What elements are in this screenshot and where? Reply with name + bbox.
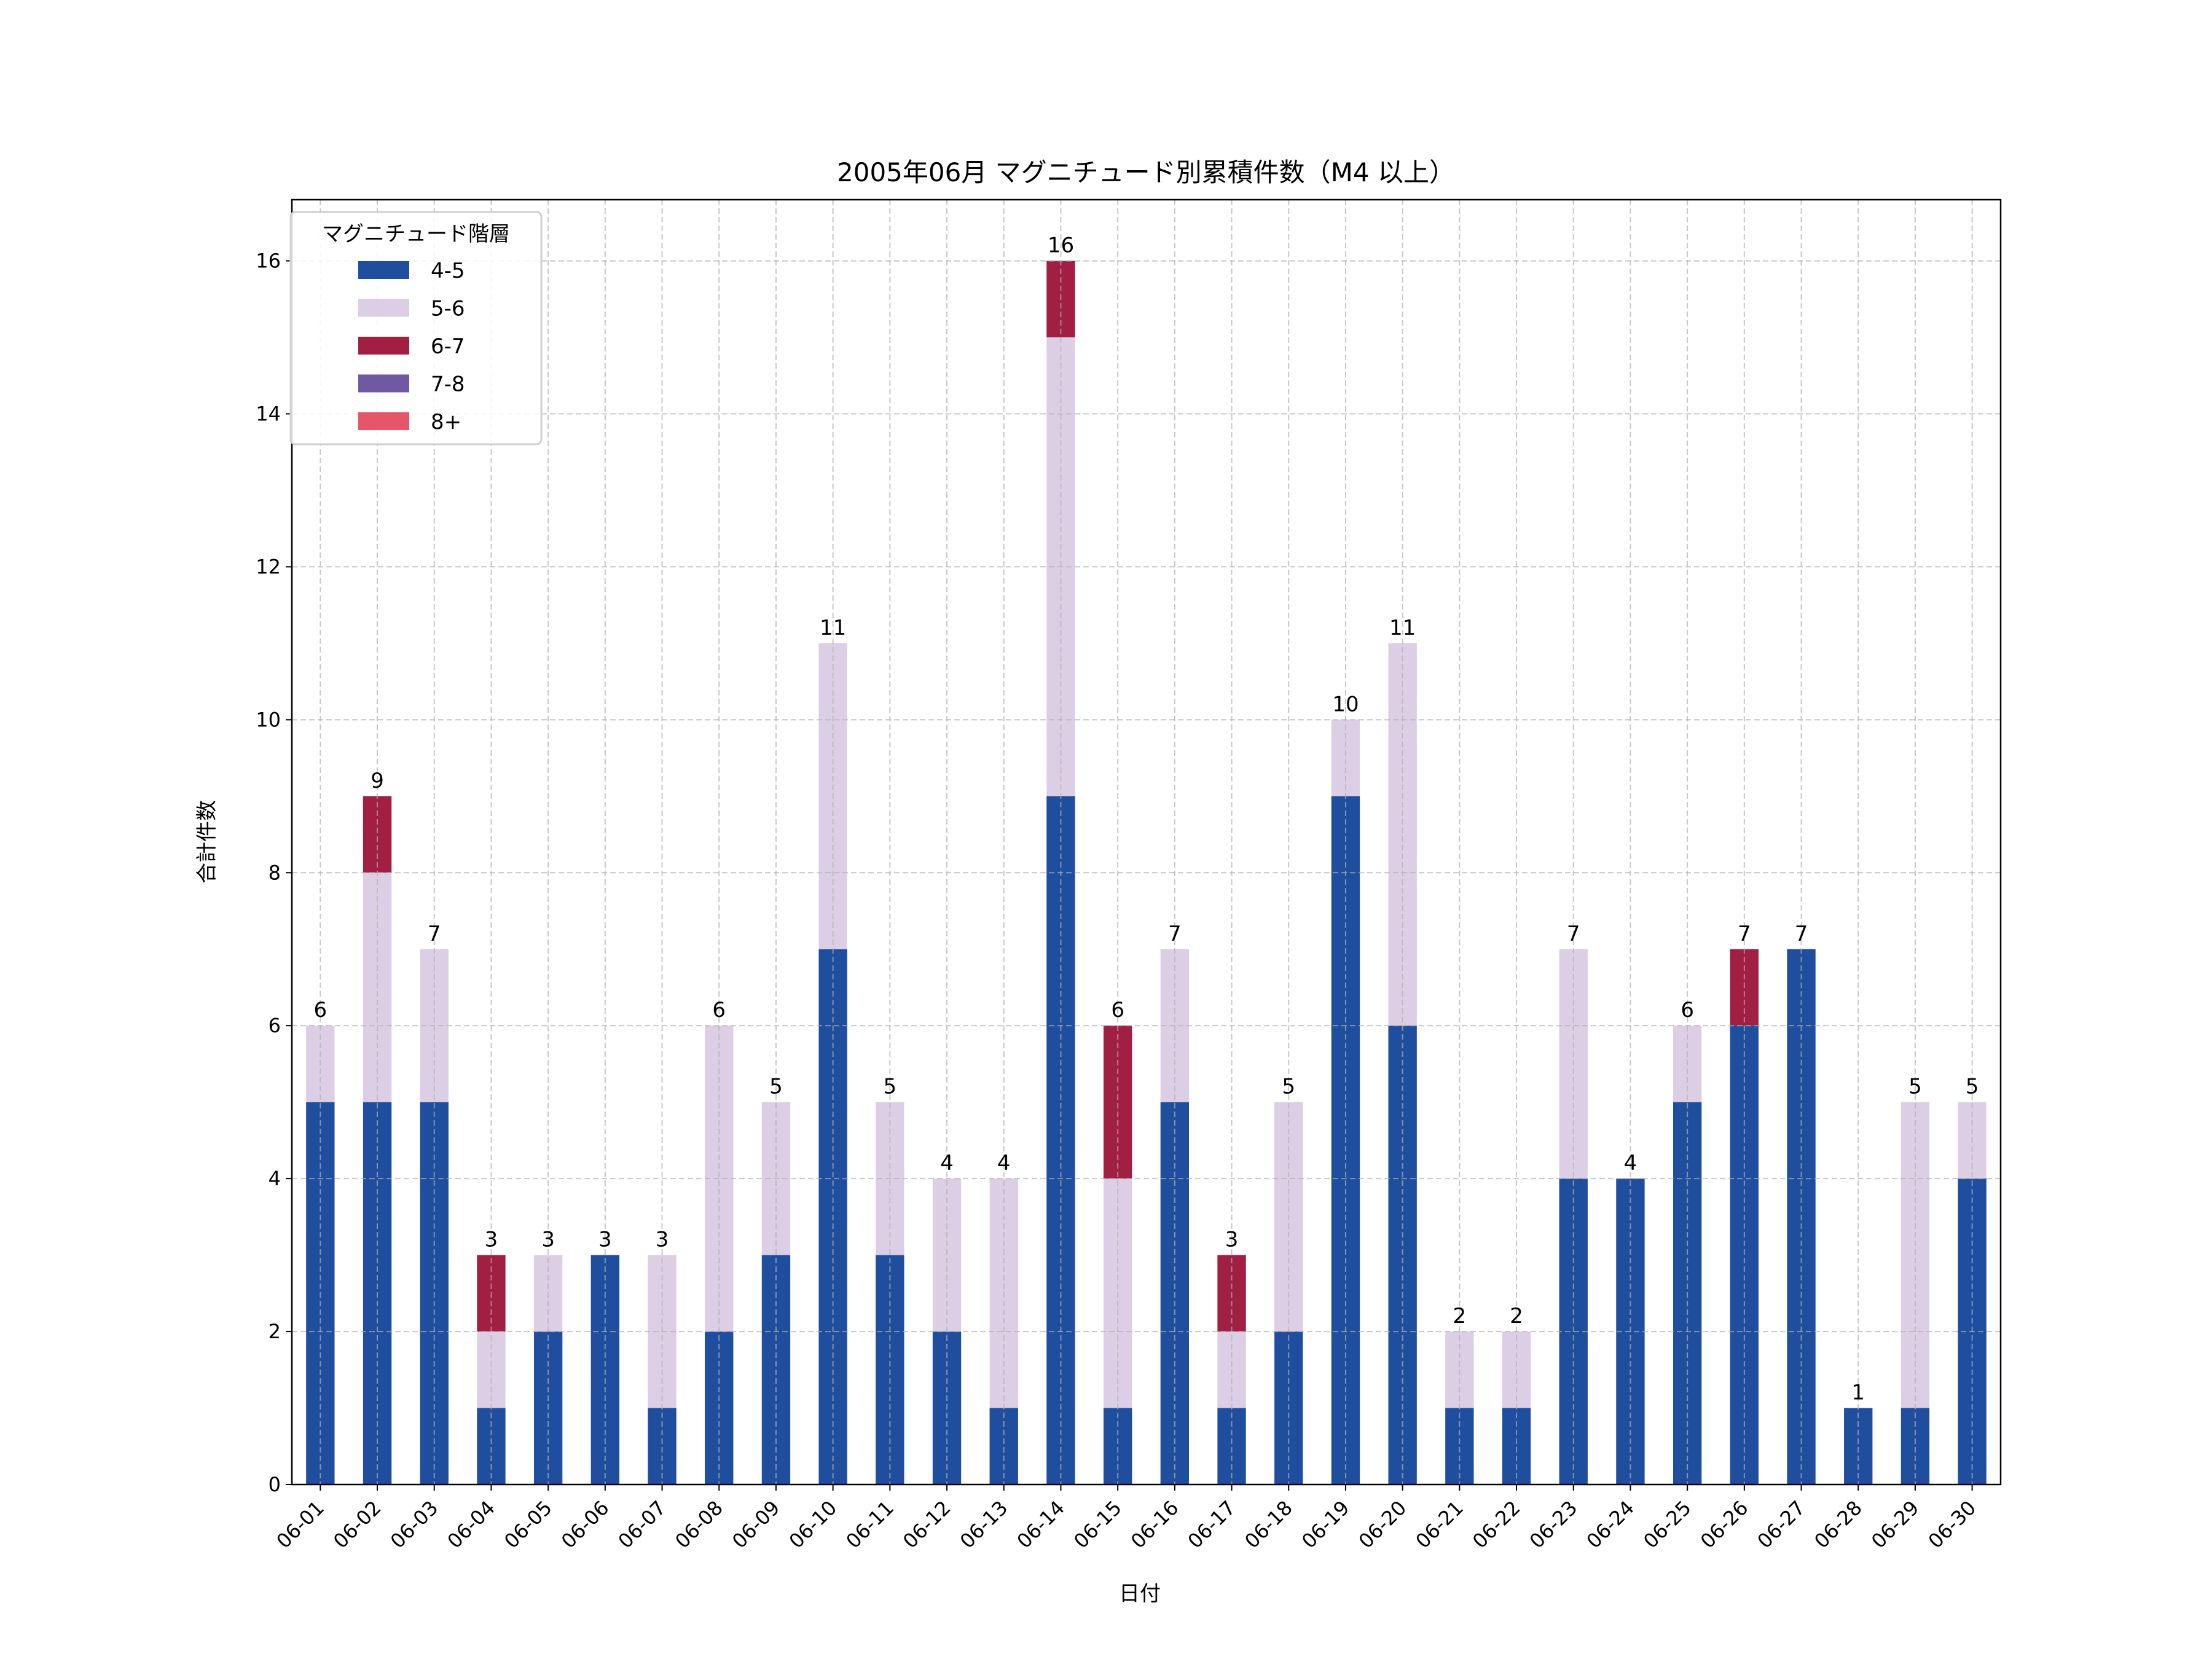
total-label: 11 bbox=[1389, 616, 1416, 640]
bar-segment-4-5 bbox=[1445, 1408, 1474, 1484]
total-label: 4 bbox=[997, 1151, 1011, 1175]
y-tick-label: 0 bbox=[269, 1473, 281, 1496]
bar-segment-4-5 bbox=[1217, 1408, 1246, 1484]
total-label: 3 bbox=[485, 1228, 498, 1252]
legend-swatch-5-6 bbox=[358, 299, 409, 317]
legend: マグニチュード階層 4-5 5-6 6-7 7-8 8+ bbox=[289, 211, 543, 445]
total-label: 5 bbox=[1966, 1075, 1979, 1099]
legend-swatch-6-7 bbox=[358, 337, 409, 355]
y-tick-label: 8 bbox=[269, 861, 281, 884]
bar-segment-4-5 bbox=[989, 1408, 1018, 1484]
total-label: 3 bbox=[1225, 1228, 1239, 1252]
bar-segment-5-6 bbox=[1331, 720, 1360, 796]
total-label: 1 bbox=[1851, 1381, 1865, 1405]
legend-label: 8+ bbox=[431, 410, 461, 434]
total-label: 6 bbox=[1111, 998, 1124, 1022]
total-label: 2 bbox=[1510, 1304, 1523, 1328]
legend-label: 4-5 bbox=[431, 259, 465, 283]
total-label: 3 bbox=[656, 1228, 669, 1252]
total-label: 5 bbox=[1282, 1075, 1295, 1099]
total-label: 7 bbox=[1168, 922, 1182, 946]
total-label: 6 bbox=[712, 998, 726, 1022]
y-tick-label: 10 bbox=[256, 708, 281, 731]
total-label: 2 bbox=[1453, 1304, 1467, 1328]
total-labels: 6 9 7 3 3 3 3 6 5 11 5 4 4 16 6 7 3 5 10 11 2 2 7 4 6 7 7 1 5 5 bbox=[314, 233, 1979, 1405]
bar-segment-4-5 bbox=[1900, 1408, 1930, 1484]
total-label: 3 bbox=[541, 1228, 555, 1252]
total-label: 11 bbox=[820, 616, 846, 640]
legend-swatch-8+ bbox=[358, 412, 409, 430]
total-label: 7 bbox=[428, 922, 441, 946]
total-label: 4 bbox=[1624, 1151, 1637, 1175]
total-label: 10 bbox=[1332, 692, 1359, 716]
y-tick-label: 16 bbox=[256, 249, 281, 273]
bar-segment-4-5 bbox=[1103, 1408, 1132, 1484]
legend-swatch-4-5 bbox=[358, 261, 409, 279]
bar-segment-4-5 bbox=[1844, 1408, 1873, 1484]
legend-swatch-7-8 bbox=[358, 374, 409, 393]
total-label: 9 bbox=[371, 769, 384, 793]
bar-segment-6-7 bbox=[1103, 1026, 1132, 1179]
total-label: 16 bbox=[1048, 233, 1074, 258]
bar-segment-4-5 bbox=[1502, 1408, 1531, 1484]
y-axis-label: 合計件数 bbox=[195, 800, 219, 884]
legend-frame bbox=[289, 211, 543, 445]
bar-segment-4-5 bbox=[648, 1408, 677, 1484]
total-label: 3 bbox=[598, 1228, 612, 1252]
chart-title: 2005年06月 マグニチュード別累積件数（M4 以上） bbox=[837, 157, 1455, 187]
legend-title: マグニチュード階層 bbox=[322, 222, 510, 246]
y-tick-label: 14 bbox=[256, 402, 281, 426]
y-axis-ticks: 0 2 4 6 8 10 12 14 16 bbox=[256, 249, 292, 1496]
total-label: 7 bbox=[1738, 922, 1751, 946]
y-tick-label: 2 bbox=[269, 1320, 281, 1343]
total-label: 5 bbox=[884, 1075, 897, 1099]
y-tick-label: 4 bbox=[269, 1167, 281, 1190]
legend-label: 7-8 bbox=[431, 372, 465, 397]
total-label: 6 bbox=[1681, 998, 1694, 1022]
bar-segment-6-7 bbox=[363, 796, 392, 873]
total-label: 7 bbox=[1795, 922, 1808, 946]
total-label: 5 bbox=[769, 1075, 783, 1099]
x-axis-label: 日付 bbox=[1119, 1582, 1161, 1606]
total-label: 7 bbox=[1567, 922, 1580, 946]
total-label: 4 bbox=[940, 1151, 954, 1175]
y-tick-label: 12 bbox=[256, 555, 281, 578]
plot-frame bbox=[291, 198, 2002, 1486]
total-label: 6 bbox=[314, 998, 327, 1022]
total-label: 5 bbox=[1908, 1075, 1922, 1099]
legend-label: 6-7 bbox=[431, 334, 465, 359]
legend-label: 5-6 bbox=[431, 297, 465, 321]
bar-segment-4-5 bbox=[477, 1408, 506, 1484]
y-tick-label: 6 bbox=[269, 1014, 281, 1037]
